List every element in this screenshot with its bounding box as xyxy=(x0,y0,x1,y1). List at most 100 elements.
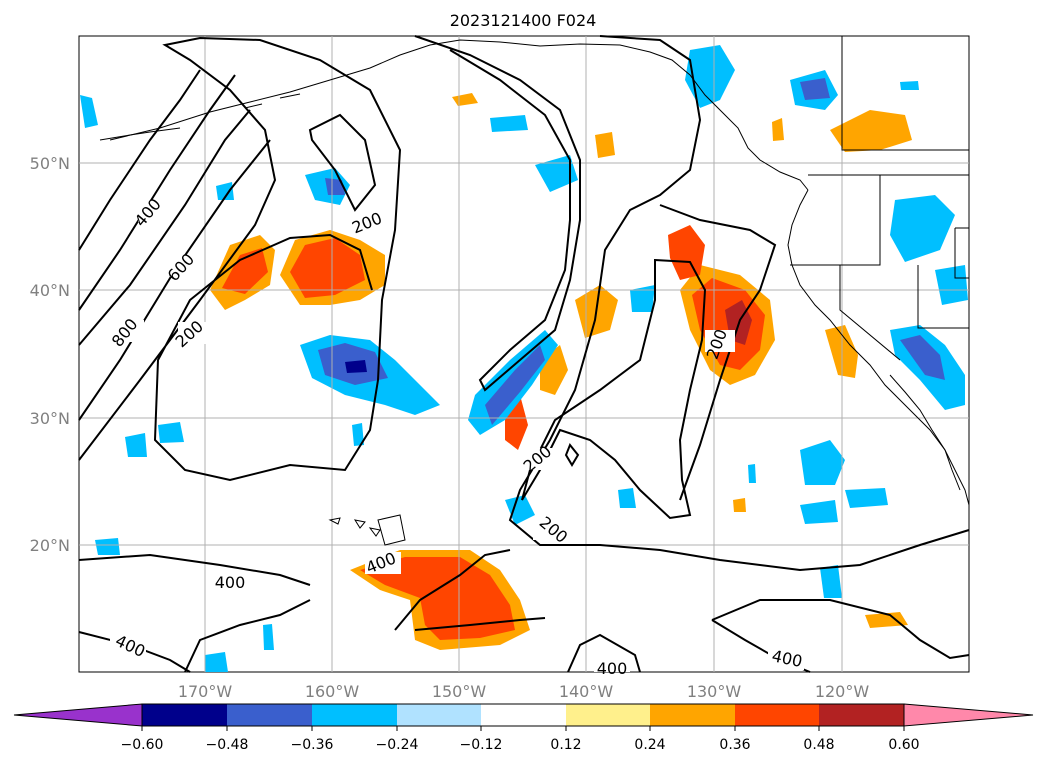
negative-anomaly-area xyxy=(158,422,184,443)
lat-label-50n: 50°N xyxy=(30,154,70,173)
negative-anomaly-area xyxy=(352,423,364,446)
colorbar-segment-2 xyxy=(227,704,312,726)
negative-anomaly-area xyxy=(125,433,147,457)
negative-anomaly-area xyxy=(900,335,945,380)
contour-line xyxy=(659,204,777,501)
state-border xyxy=(917,265,969,329)
lon-label-120w: 120°W xyxy=(815,682,870,701)
colorbar-tick-label: 0.36 xyxy=(719,737,750,753)
negative-anomaly-area xyxy=(205,652,228,672)
negative-anomaly-area xyxy=(845,488,888,508)
contour-line xyxy=(414,35,581,392)
negative-anomaly-area xyxy=(748,464,756,483)
contour-lines xyxy=(78,35,970,673)
lat-label-40n: 40°N xyxy=(30,281,70,300)
negative-anomaly-area xyxy=(505,495,535,525)
contour-line xyxy=(78,553,311,586)
lat-label-20n: 20°N xyxy=(30,536,70,555)
negative-anomaly-area xyxy=(800,500,838,524)
contour-line xyxy=(78,69,201,251)
lat-label-30n: 30°N xyxy=(30,409,70,428)
colorbar-tick-label: 0.12 xyxy=(550,737,581,753)
positive-anomaly-area xyxy=(222,248,268,294)
latitude-labels: 50°N 40°N 30°N 20°N xyxy=(30,154,70,555)
colorbar-tick-label: 0.60 xyxy=(888,737,919,753)
contour-line xyxy=(508,35,970,572)
positive-anomaly-area xyxy=(290,238,365,298)
lon-label-140w: 140°W xyxy=(559,682,614,701)
colorbar-tick-label: −0.12 xyxy=(460,737,503,753)
contour-line xyxy=(78,631,191,673)
baja-coastline xyxy=(889,374,961,491)
colorbar-segment-4 xyxy=(397,704,481,726)
longitude-labels: 170°W 160°W 150°W 140°W 130°W 120°W xyxy=(178,682,870,701)
colorbar-tick-label: −0.48 xyxy=(206,737,249,753)
contour-line xyxy=(414,617,546,631)
contour-line xyxy=(78,74,236,311)
negative-anomaly-area xyxy=(325,178,345,195)
negative-anomaly-area xyxy=(95,538,120,555)
negative-anomaly-area xyxy=(490,115,528,132)
state-border xyxy=(954,227,969,279)
positive-anomaly-area xyxy=(772,118,784,141)
negative-anomaly-area xyxy=(535,155,578,192)
negative-anomaly-area xyxy=(216,182,234,200)
negative-anomaly-area xyxy=(800,440,845,485)
state-border xyxy=(790,175,881,266)
negative-anomaly-area xyxy=(900,81,919,90)
contour-line xyxy=(308,113,377,212)
positive-anomaly-area xyxy=(668,225,705,280)
contour-line xyxy=(567,633,641,673)
contour-line xyxy=(394,549,511,631)
contour-label: 400 xyxy=(215,573,246,592)
map-title: 2023121400 F024 xyxy=(450,11,597,30)
negative-anomaly-area xyxy=(618,488,636,508)
colorbar-segment-6 xyxy=(566,704,650,726)
colorbar-segment-0 xyxy=(13,703,143,727)
negative-anomaly-area xyxy=(820,565,842,598)
colorbar-frame xyxy=(141,703,905,727)
map-panel: 400 600 800 200 200 200 200 400 200 400 … xyxy=(78,35,970,678)
negative-anomaly-area xyxy=(630,285,655,312)
negative-anomaly-area xyxy=(80,95,98,128)
contour-line xyxy=(78,36,402,482)
canada-border xyxy=(841,36,969,151)
positive-anomaly-area xyxy=(595,132,615,158)
aleutian-islands xyxy=(99,93,301,141)
contour-line xyxy=(521,258,707,520)
colorbar-tick-label: 0.24 xyxy=(634,737,665,753)
lon-label-150w: 150°W xyxy=(432,682,487,701)
colorbar-tick-label: −0.60 xyxy=(121,737,164,753)
positive-anomaly-area xyxy=(733,498,746,512)
negative-anomaly-area xyxy=(935,265,968,305)
colorbar: −0.60 −0.48 −0.36 −0.24 −0.12 0.12 0.24 … xyxy=(13,703,1034,753)
positive-anomaly-area xyxy=(360,557,515,640)
contour-line xyxy=(78,109,251,346)
colorbar-tick-label: −0.36 xyxy=(291,737,334,753)
contour-label: 400 xyxy=(597,659,628,678)
colorbar-segment-5 xyxy=(481,704,566,726)
colorbar-ticks xyxy=(141,726,905,731)
colorbar-segment-9 xyxy=(819,704,904,726)
negative-anomaly-area xyxy=(485,345,545,425)
contour-line xyxy=(711,599,970,660)
colorbar-segment-1 xyxy=(142,704,227,726)
colorbar-segment-8 xyxy=(735,704,819,726)
alaska-coastline xyxy=(109,39,809,191)
lon-label-130w: 130°W xyxy=(687,682,742,701)
colorbar-tick-label: 0.48 xyxy=(803,737,834,753)
lon-label-160w: 160°W xyxy=(305,682,360,701)
negative-anomaly-area xyxy=(345,360,367,373)
negative-anomaly-area xyxy=(800,78,830,100)
contour-line xyxy=(564,443,580,467)
colorbar-segment-3 xyxy=(312,704,397,726)
negative-anomaly-area xyxy=(685,45,735,108)
negative-anomaly-area xyxy=(890,195,955,262)
hawaii-islands xyxy=(328,514,406,546)
colorbar-segment-10 xyxy=(903,703,1034,727)
negative-anomaly-area xyxy=(263,624,274,650)
contour-line xyxy=(184,599,311,673)
colorbar-tick-label: −0.24 xyxy=(376,737,419,753)
positive-anomaly-area xyxy=(830,110,912,152)
